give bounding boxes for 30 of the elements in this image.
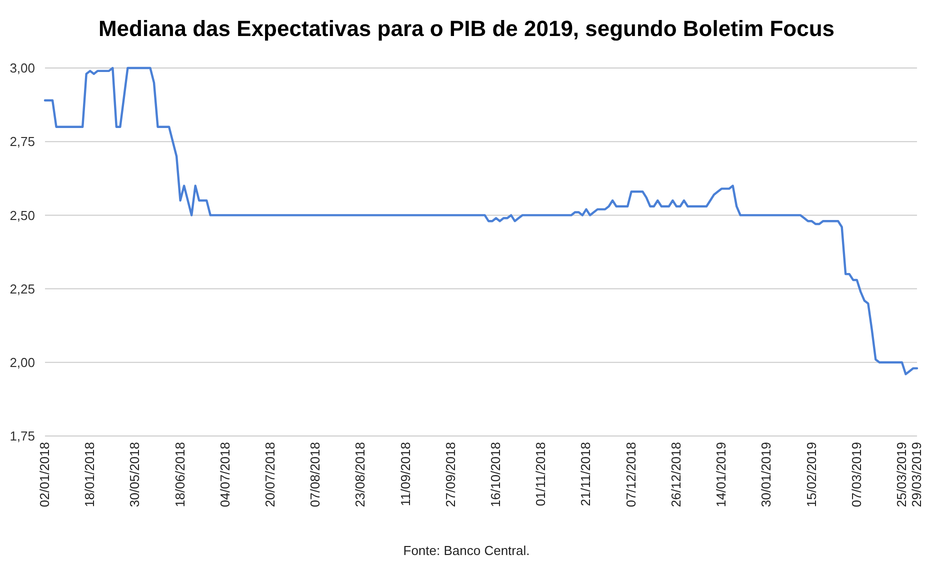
x-tick-label: 15/02/2019 <box>804 442 819 508</box>
x-tick-label: 18/01/2018 <box>82 442 98 508</box>
source-note: Fonte: Banco Central. <box>403 543 530 558</box>
y-tick-label: 2,00 <box>10 354 35 370</box>
y-tick-label: 2,50 <box>10 208 35 223</box>
x-tick-label: 29/03/2019 <box>909 442 924 508</box>
x-tick-label: 30/05/2018 <box>127 442 142 508</box>
x-tick-label: 07/08/2018 <box>308 442 323 508</box>
x-tick-label: 21/11/2018 <box>578 442 594 506</box>
chart-title: Mediana das Expectativas para o PIB de 2019, segundo Boletim Focus <box>98 16 835 41</box>
x-tick-label: 16/10/2018 <box>488 442 504 508</box>
y-tick-label: 3,00 <box>10 60 35 76</box>
x-tick-label: 14/01/2019 <box>714 442 729 508</box>
x-tick-label: 18/06/2018 <box>172 442 188 508</box>
x-tick-label: 20/07/2018 <box>262 442 278 508</box>
x-tick-label: 07/03/2019 <box>848 442 864 508</box>
y-tick-label: 2,75 <box>10 134 35 150</box>
y-tick-label: 2,25 <box>10 281 35 296</box>
x-tick-label: 23/08/2018 <box>352 442 368 508</box>
x-tick-label: 30/01/2019 <box>758 442 774 508</box>
x-tick-label: 07/12/2018 <box>623 442 638 508</box>
x-tick-label: 04/07/2018 <box>217 442 232 508</box>
line-series <box>44 66 918 376</box>
x-tick-label: 27/09/2018 <box>442 442 458 508</box>
x-tick-label: 26/12/2018 <box>668 442 684 508</box>
x-tick-label: 01/11/2018 <box>533 442 548 506</box>
y-tick-label: 1,75 <box>10 428 35 444</box>
x-tick-label: 11/09/2018 <box>398 442 413 506</box>
x-tick-label: 25/03/2019 <box>894 442 909 508</box>
x-tick-label: 02/01/2018 <box>37 442 52 508</box>
